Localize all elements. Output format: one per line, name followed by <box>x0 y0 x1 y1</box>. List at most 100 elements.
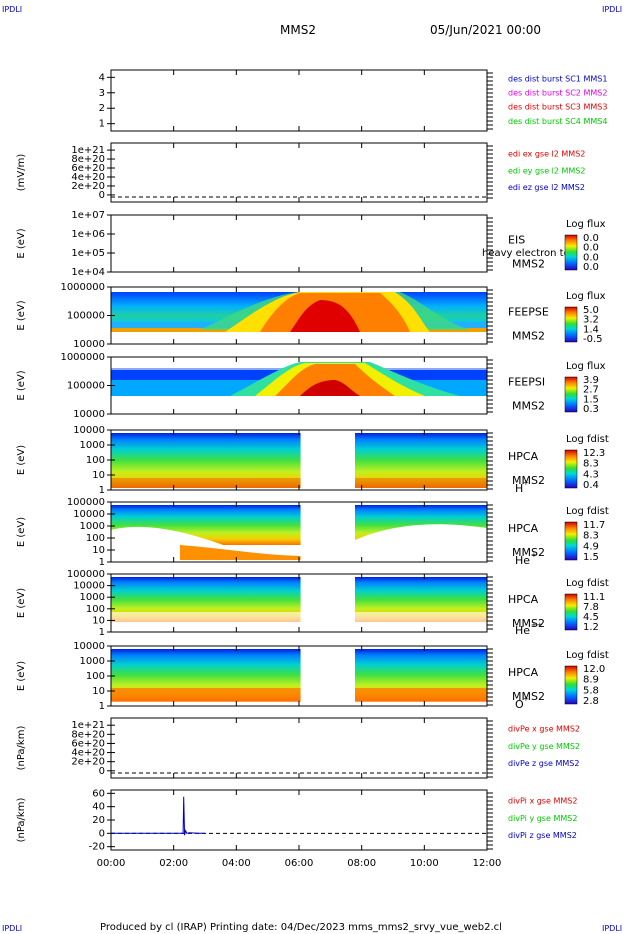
y-tick-label: 1e+06 <box>71 229 105 240</box>
feepse-spectrogram-image <box>111 292 487 332</box>
y-tick-label: 0 <box>99 828 105 839</box>
feepsi-spectrogram-image <box>111 362 487 396</box>
y-tick-label: 1e+21 <box>71 720 105 731</box>
y-tick-label: 4e+20 <box>71 748 105 759</box>
corner-mark-tl: IPDLI <box>2 5 22 14</box>
instrument-label: HPCA <box>508 666 539 679</box>
legend-entry: des dist burst SC3 MMS3 <box>508 103 607 112</box>
footer-text: Produced by cl (IRAP) Printing date: 04/… <box>100 922 502 933</box>
x-tick-label: 04:00 <box>222 858 251 869</box>
legend-entry: divPi y gse MMS2 <box>508 814 577 823</box>
species-label: H <box>515 482 523 495</box>
y-tick-label: 1000000 <box>60 282 105 293</box>
y-tick-label: 100000 <box>67 381 105 392</box>
y-tick-label: 1 <box>99 557 105 568</box>
hpca-o-spectrogram-image <box>111 649 487 702</box>
legend-entry: divPi x gse MMS2 <box>508 797 577 806</box>
y-tick-label: 10000 <box>73 641 105 652</box>
y-tick-label: 1e+05 <box>71 248 105 259</box>
y-tick-label: 100 <box>86 671 105 682</box>
colorbar-title: Log fdist <box>566 506 609 517</box>
y-tick-label: 8e+20 <box>71 154 105 165</box>
colorbar-tick-label: 2.8 <box>583 696 599 707</box>
corner-mark-bl: IPDLI <box>2 924 22 933</box>
colorbar <box>564 665 578 705</box>
colorbar-tick-label: 8.3 <box>583 531 599 542</box>
instrument-label: HPCA <box>508 450 539 463</box>
legend-entry: des dist burst SC4 MMS4 <box>508 117 607 126</box>
y-tick-label: -20 <box>89 842 105 853</box>
colorbar-tick-label: 1.2 <box>583 622 599 633</box>
spacecraft-label: MMS2 <box>512 400 545 413</box>
y-tick-label: 60 <box>92 788 105 799</box>
hpca-h-spectrogram-image <box>111 433 487 488</box>
y-axis-label: E (eV) <box>16 370 27 400</box>
y-tick-label: 4 <box>99 72 105 83</box>
data-gap <box>300 502 354 562</box>
y-tick-label: 2 <box>99 103 105 114</box>
colorbar-tick-label: 8.9 <box>583 675 599 686</box>
legend-entry: des dist burst SC2 MMS2 <box>508 89 607 98</box>
instrument-label: FEEPSI <box>508 376 545 389</box>
y-tick-label: 100000 <box>67 569 105 580</box>
y-tick-label: 1000 <box>80 440 105 451</box>
corner-mark-br: IPDLI <box>602 924 622 933</box>
colorbar-tick-label: 0.0 <box>583 252 599 263</box>
y-tick-label: 40 <box>92 802 105 813</box>
x-tick-label: 12:00 <box>473 858 502 869</box>
legend-entry: divPe x gse MMS2 <box>508 725 580 734</box>
y-tick-label: 100 <box>86 533 105 544</box>
header-date: 05/Jun/2021 00:00 <box>430 23 541 37</box>
x-tick-label: 10:00 <box>410 858 439 869</box>
y-axis-label: E (eV) <box>16 588 27 618</box>
y-tick-label: 1 <box>99 119 105 130</box>
spacecraft-label: MMS2 <box>512 546 545 559</box>
instrument-label: FEEPSE <box>508 306 549 319</box>
y-axis-label: E (eV) <box>16 228 27 258</box>
panel-frame-p3 <box>110 214 488 273</box>
species-charge: + <box>531 551 537 559</box>
series-line <box>111 796 205 836</box>
colorbar-title: Log flux <box>566 361 606 372</box>
y-tick-label: 20 <box>92 815 105 826</box>
y-tick-label: 1 <box>99 485 105 496</box>
y-axis-label: E (eV) <box>16 300 27 330</box>
panel-frame-p2 <box>110 142 488 203</box>
species-charge: + <box>523 695 529 703</box>
y-tick-label: 1000 <box>80 592 105 603</box>
y-tick-label: 10 <box>92 686 105 697</box>
y-axis-label: E (eV) <box>16 517 27 547</box>
colorbar-title: Log flux <box>566 219 606 230</box>
y-tick-label: 4e+20 <box>71 172 105 183</box>
spacecraft-label: MMS2 <box>512 474 545 487</box>
x-tick-label: 08:00 <box>347 858 376 869</box>
overlay-text: heavy electron to <box>482 248 570 259</box>
y-tick-label: 0 <box>99 766 105 777</box>
x-tick-label: 00:00 <box>97 858 126 869</box>
y-tick-label: 2e+20 <box>71 181 105 192</box>
y-tick-label: 6e+20 <box>71 163 105 174</box>
colorbar-tick-label: 1.5 <box>583 394 599 405</box>
panel-frame-p10 <box>110 717 488 779</box>
y-tick-label: 1000 <box>80 656 105 667</box>
y-tick-label: 100000 <box>67 497 105 508</box>
legend-entry: divPi z gse MMS2 <box>508 831 577 840</box>
species-charge: ++ <box>531 621 543 629</box>
instrument-label: HPCA <box>508 593 539 606</box>
legend-entry: edi ey gse l2 MMS2 <box>508 166 586 175</box>
colorbar-title: Log flux <box>566 291 606 302</box>
y-tick-label: 6e+20 <box>71 738 105 749</box>
colorbar-tick-label: 8.3 <box>583 459 599 470</box>
hpca-hepp-spectrogram-image <box>111 577 487 632</box>
colorbar-tick-label: 2.7 <box>583 385 599 396</box>
hpca-he-spectrogram-image <box>111 505 487 561</box>
y-tick-label: 10000 <box>73 581 105 592</box>
y-tick-label: 10000 <box>73 339 105 350</box>
panel-frame-p11 <box>110 789 488 851</box>
colorbar-tick-label: 7.8 <box>583 602 599 613</box>
y-tick-label: 0 <box>99 190 105 201</box>
spacecraft-label: MMS2 <box>512 617 545 630</box>
y-tick-label: 3 <box>99 88 105 99</box>
colorbar <box>564 234 578 271</box>
colorbar <box>564 593 578 631</box>
